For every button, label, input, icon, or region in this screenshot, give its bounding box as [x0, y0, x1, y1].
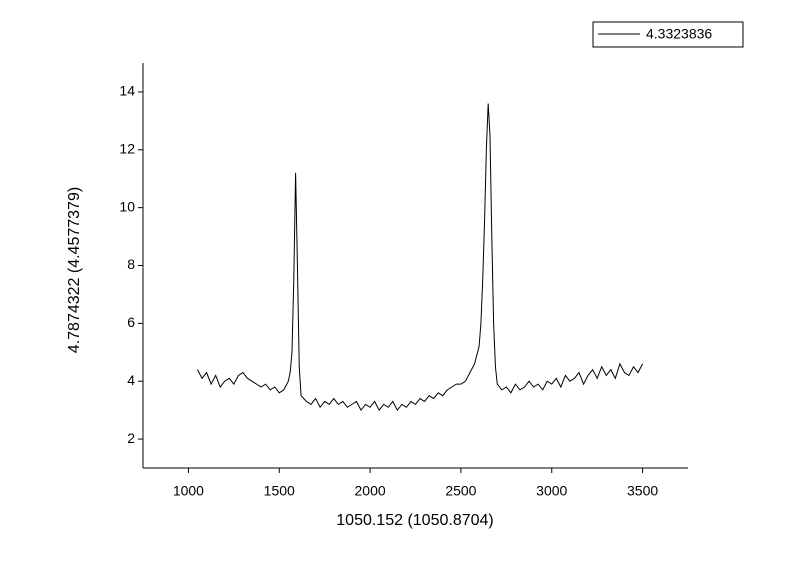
y-tick-label: 14 — [119, 83, 135, 99]
x-tick-label: 1000 — [173, 483, 204, 499]
y-tick-label: 8 — [127, 256, 135, 272]
x-tick-label: 3000 — [536, 483, 567, 499]
x-tick-label: 2500 — [445, 483, 476, 499]
y-tick-label: 10 — [119, 198, 135, 214]
y-tick-label: 12 — [119, 140, 135, 156]
y-tick-label: 2 — [127, 430, 135, 446]
x-tick-label: 1500 — [264, 483, 295, 499]
y-tick-label: 4 — [127, 372, 135, 388]
y-tick-label: 6 — [127, 314, 135, 330]
legend-label: 4.3323836 — [646, 26, 712, 42]
data-line — [197, 103, 644, 412]
y-axis-title: 4.7874322 (4.4577379) — [66, 187, 83, 353]
x-axis-title: 1050.152 (1050.8704) — [336, 512, 493, 529]
x-tick-label: 3500 — [627, 483, 658, 499]
x-tick-label: 2000 — [355, 483, 386, 499]
